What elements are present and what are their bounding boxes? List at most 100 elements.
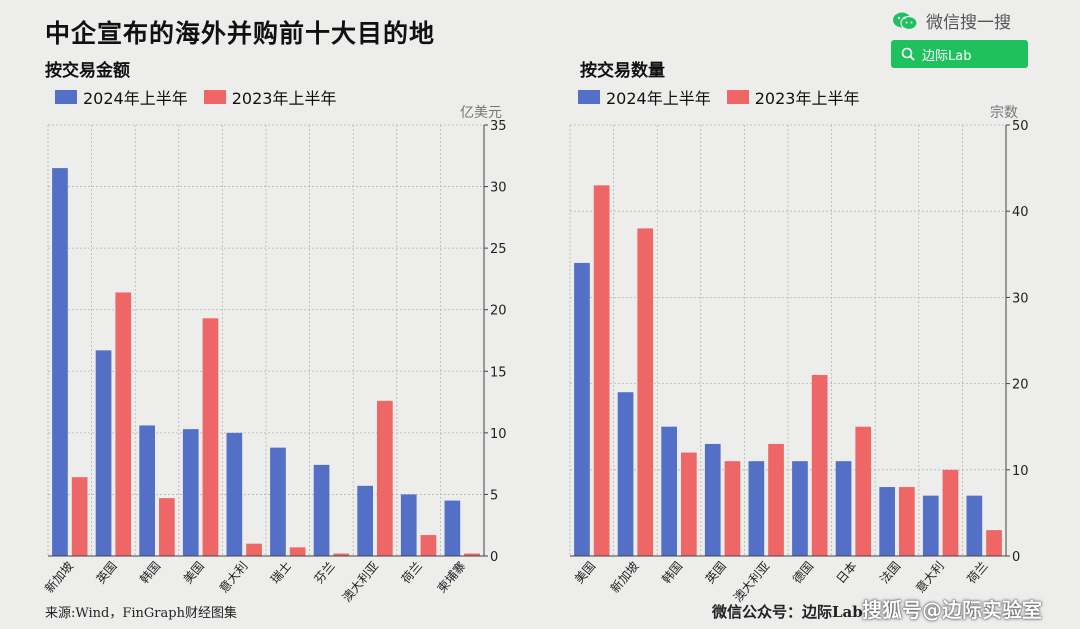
x-tick-label: 德国 <box>789 558 816 586</box>
legend-item-2023: 2023年上半年 <box>726 85 860 109</box>
x-tick-label: 芬兰 <box>312 559 338 586</box>
x-tick-label: 柬埔寨 <box>434 558 469 595</box>
x-tick-label: 瑞士 <box>268 559 294 586</box>
y-tick-label: 15 <box>490 365 507 380</box>
y-tick-label: 10 <box>490 427 507 442</box>
bar-2024 <box>574 262 590 556</box>
search-icon <box>901 47 915 61</box>
bar-2023 <box>637 228 654 556</box>
wechat-label: 微信搜一搜 <box>926 13 1011 33</box>
y-tick-label: 30 <box>490 181 507 196</box>
wechat-icon <box>893 12 918 30</box>
y-tick-label: 0 <box>490 550 498 565</box>
legend-label-2023: 2023年上半年 <box>231 89 337 108</box>
bar-2024 <box>792 461 808 556</box>
bar-2024 <box>835 461 852 556</box>
bar-2023 <box>942 469 959 556</box>
y-tick-label: 40 <box>1012 205 1029 220</box>
x-tick-label: 美国 <box>181 559 207 586</box>
x-tick-label: 澳大利亚 <box>340 559 382 605</box>
bar-2023 <box>855 426 872 556</box>
bar-2023 <box>593 185 610 556</box>
bar-2023 <box>464 553 480 556</box>
bar-2023 <box>159 498 175 556</box>
legend-item-2024: 2024年上半年 <box>55 85 188 109</box>
bar-2024 <box>879 487 895 556</box>
bar-2024 <box>661 426 677 556</box>
bar-2023 <box>246 543 262 556</box>
legend-label-2024: 2024年上半年 <box>606 89 711 108</box>
wechat-search-brand: 微信搜一搜 <box>892 8 1011 33</box>
bar-2024 <box>922 495 939 556</box>
x-tick-label: 意大利 <box>912 558 947 595</box>
bar-2024 <box>139 425 155 556</box>
bar-2024 <box>748 461 765 556</box>
bar-2023 <box>899 487 915 556</box>
legend-swatch-2023 <box>726 90 749 104</box>
bar-2023 <box>420 535 437 556</box>
bar-2023 <box>724 461 741 556</box>
chart-left-legend: 2024年上半年 2023年上半年 <box>55 85 352 109</box>
bar-2024 <box>95 350 112 556</box>
legend-swatch-2024 <box>578 90 600 104</box>
legend-label-2024: 2024年上半年 <box>83 89 188 108</box>
bar-2023 <box>377 400 393 556</box>
y-tick-label: 20 <box>490 304 507 319</box>
x-tick-label: 法国 <box>877 559 903 586</box>
bar-2023 <box>811 374 828 556</box>
y-tick-label: 25 <box>490 242 507 257</box>
bar-2023 <box>115 292 132 556</box>
bar-2024 <box>444 500 461 556</box>
bar-2023 <box>71 477 88 556</box>
bar-2024 <box>270 447 286 556</box>
y-tick-label: 30 <box>1012 291 1029 306</box>
bar-2024 <box>617 392 634 556</box>
page-title: 中企宣布的海外并购前十大目的地 <box>45 19 436 48</box>
bar-2023 <box>333 553 350 556</box>
footer-publisher: 微信公众号：边际Lab <box>712 603 863 621</box>
y-tick-label: 10 <box>1012 464 1029 479</box>
bar-2024 <box>226 432 243 556</box>
bar-2024 <box>400 494 417 556</box>
bar-2023 <box>681 452 697 556</box>
legend-swatch-2023 <box>203 90 226 104</box>
x-tick-label: 荷兰 <box>399 559 425 586</box>
x-tick-label: 新加坡 <box>41 558 76 595</box>
x-tick-label: 荷兰 <box>964 559 990 586</box>
x-tick-label: 美国 <box>572 559 598 586</box>
bar-2024 <box>704 443 721 556</box>
y-tick-label: 0 <box>1012 550 1020 565</box>
chart-right-title: 按交易数量 <box>580 61 665 81</box>
x-tick-label: 韩国 <box>658 558 685 586</box>
x-tick-label: 韩国 <box>136 558 163 586</box>
x-tick-label: 英国 <box>703 559 729 586</box>
legend-item-2024: 2024年上半年 <box>578 85 711 109</box>
chart-right-legend: 2024年上半年 2023年上半年 <box>578 85 875 109</box>
y-tick-label: 20 <box>1012 378 1029 393</box>
y-tick-label: 35 <box>490 119 507 134</box>
wechat-search-label: 边际Lab <box>922 48 972 64</box>
wechat-search-button[interactable]: 边际Lab <box>891 40 1028 68</box>
chart-left-title: 按交易金额 <box>45 61 130 81</box>
x-tick-label: 英国 <box>94 559 120 586</box>
bar-2024 <box>313 464 330 556</box>
bar-2024 <box>52 168 68 556</box>
y-tick-label: 5 <box>490 488 498 503</box>
x-tick-label: 澳大利亚 <box>731 559 773 605</box>
legend-swatch-2024 <box>55 90 77 104</box>
legend-label-2023: 2023年上半年 <box>754 89 860 108</box>
chart-left-unit: 亿美元 <box>460 105 502 121</box>
y-tick-label: 50 <box>1012 119 1029 134</box>
x-tick-label: 意大利 <box>216 558 251 595</box>
chart-right-unit: 宗数 <box>990 105 1018 121</box>
bar-2024 <box>966 495 983 556</box>
x-tick-label: 日本 <box>834 559 860 586</box>
bar-2023 <box>202 318 219 556</box>
x-tick-label: 新加坡 <box>607 558 642 595</box>
legend-item-2023: 2023年上半年 <box>203 85 337 109</box>
bar-2023 <box>986 530 1002 556</box>
watermark: 搜狐号@边际实验室 <box>862 598 1042 622</box>
bar-2024 <box>357 485 373 556</box>
bar-2024 <box>182 429 199 556</box>
